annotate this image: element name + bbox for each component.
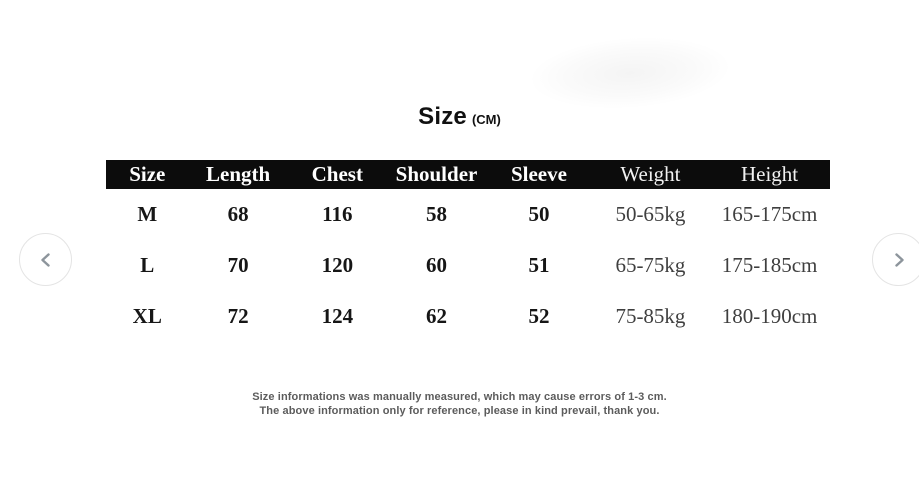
table-cell: 70 xyxy=(227,253,249,277)
table-cell: 75-85kg xyxy=(615,304,686,328)
size-title: Size xyxy=(418,103,467,130)
column-header-length: Length xyxy=(206,162,271,186)
table-row-l: L 70 120 60 51 65-75kg 175-185cm xyxy=(106,240,830,291)
table-row-m: M 68 116 58 50 50-65kg 165-175cm xyxy=(106,189,830,240)
table-cell: 58 xyxy=(426,202,447,226)
table-cell: 62 xyxy=(426,304,447,328)
chevron-right-icon xyxy=(890,251,908,269)
column-header-chest: Chest xyxy=(311,162,363,186)
disclaimer-line-1: Size informations was manually measured,… xyxy=(252,391,667,403)
table-cell: 68 xyxy=(227,202,249,226)
column-header-sleeve: Sleeve xyxy=(510,162,567,186)
table-cell: XL xyxy=(132,304,162,328)
table-cell: 60 xyxy=(426,253,447,277)
column-header-height: Height xyxy=(740,162,799,186)
size-disclaimer: Size informations was manually measured,… xyxy=(0,390,919,418)
size-unit: (CM) xyxy=(471,112,501,127)
table-cell: 120 xyxy=(321,253,354,277)
table-cell: 50 xyxy=(528,202,550,226)
column-header-shoulder: Shoulder xyxy=(395,162,478,186)
table-cell: 116 xyxy=(322,202,353,226)
table-cell: 180-190cm xyxy=(721,304,818,328)
table-cell: 124 xyxy=(321,304,354,328)
chevron-left-icon xyxy=(37,251,55,269)
table-cell: 165-175cm xyxy=(721,202,818,226)
table-cell: 51 xyxy=(528,253,550,277)
carousel-next-button[interactable] xyxy=(872,233,919,286)
size-table: Size Length Chest Shoulder Sleeve Weight… xyxy=(106,160,830,342)
table-cell: 72 xyxy=(227,304,249,328)
table-row-xl: XL 72 124 62 52 75-85kg 180-190cm xyxy=(106,291,830,342)
column-header-size: Size xyxy=(129,162,166,186)
table-cell: 65-75kg xyxy=(615,253,686,277)
table-cell: 52 xyxy=(528,304,550,328)
table-cell: M xyxy=(137,202,158,226)
column-header-weight: Weight xyxy=(620,162,681,186)
table-header-row: Size Length Chest Shoulder Sleeve Weight… xyxy=(106,160,830,189)
carousel-prev-button[interactable] xyxy=(19,233,72,286)
table-cell: 50-65kg xyxy=(615,202,686,226)
table-cell: 175-185cm xyxy=(721,253,818,277)
page-title: Size (CM) xyxy=(0,103,919,131)
disclaimer-line-2: The above information only for reference… xyxy=(259,405,660,417)
table-cell: L xyxy=(140,253,155,277)
